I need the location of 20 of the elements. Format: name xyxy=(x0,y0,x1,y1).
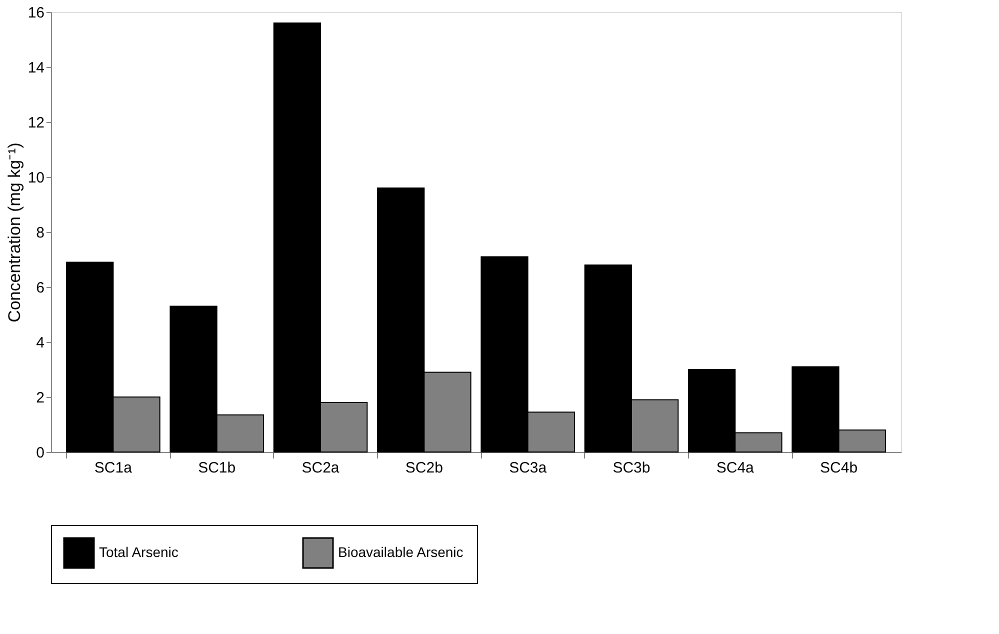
x-tick-label: SC3a xyxy=(509,460,548,476)
y-tick-label: 6 xyxy=(36,280,44,296)
y-axis-title: Concentration (mg kg⁻¹) xyxy=(4,142,24,322)
x-tick-label: SC3b xyxy=(612,460,650,476)
x-tick-label: SC2b xyxy=(405,460,443,476)
x-tick-label: SC2a xyxy=(302,460,340,476)
y-tick-label: 8 xyxy=(36,224,44,242)
y-tick-label: 2 xyxy=(36,390,44,406)
x-tick-label: SC4a xyxy=(716,460,755,476)
y-tick-label: 0 xyxy=(36,444,44,462)
y-tick-label: 16 xyxy=(28,4,44,22)
y-tick-label: 4 xyxy=(36,334,44,352)
y-tick-label: 10 xyxy=(28,170,44,186)
y-tick-label: 14 xyxy=(28,60,44,76)
y-tick-label: 12 xyxy=(28,114,44,132)
x-tick-label: SC4b xyxy=(820,460,858,476)
legend-label: Total Arsenic xyxy=(99,544,178,560)
x-tick-label: SC1a xyxy=(94,460,133,476)
legend-label: Bioavailable Arsenic xyxy=(338,544,464,560)
x-tick-label: SC1b xyxy=(198,460,236,476)
